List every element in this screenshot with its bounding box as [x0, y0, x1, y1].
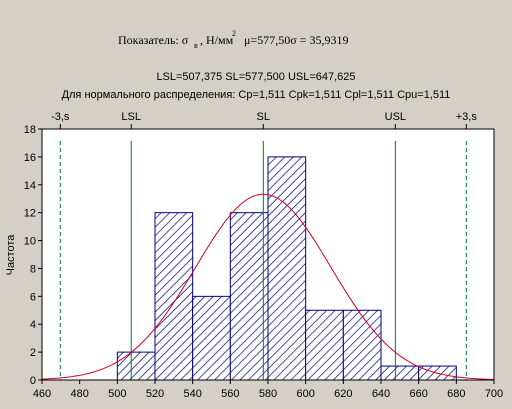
y-axis-ticks: 0 2 4 6 8 10 12 14 16 18	[24, 124, 42, 387]
y-tick-label-2: 4	[30, 319, 36, 331]
chart-title-unit: , Н/мм	[200, 33, 234, 47]
x-tick-label-3: 520	[146, 388, 164, 400]
chart-subtitle-limits: LSL=507,375 SL=577,500 USL=647,625	[156, 71, 355, 83]
chart-title-prefix: Показатель: σ	[118, 33, 189, 47]
chart-title-stats: μ=577,50σ = 35,9319	[244, 33, 348, 47]
y-tick-label-3: 6	[30, 291, 36, 303]
x-tick-label-8: 620	[334, 388, 352, 400]
x-tick-label-11: 680	[447, 388, 465, 400]
y-tick-label-0: 0	[30, 375, 36, 387]
chart-title-superscript: 2	[232, 29, 236, 38]
x-tick-label-5: 560	[221, 388, 239, 400]
chart-title-subscript: в	[194, 41, 198, 50]
histogram-bar-7	[380, 365, 420, 381]
x-tick-label-10: 660	[409, 388, 427, 400]
y-tick-label-1: 2	[30, 347, 36, 359]
chart-subtitle-capability: Для нормального распределения: Cp=1,511 …	[62, 89, 451, 101]
normal-distribution-curve	[41, 193, 495, 380]
y-tick-label-5: 10	[24, 236, 36, 248]
histogram-bar-6	[342, 309, 382, 381]
y-axis-label: Частота	[5, 234, 17, 276]
histogram-bar-0	[116, 351, 156, 381]
spec-label-3: USL	[385, 111, 406, 123]
y-tick-label-7: 14	[24, 180, 36, 192]
y-tick-label-9: 18	[24, 124, 36, 136]
x-tick-label-6: 580	[259, 388, 277, 400]
spec-label-2: SL	[257, 111, 270, 123]
x-tick-label-9: 640	[372, 388, 390, 400]
y-tick-label-8: 16	[24, 152, 36, 164]
y-tick-label-4: 8	[30, 263, 36, 275]
x-tick-label-1: 480	[70, 388, 88, 400]
spec-label-4: +3,s	[456, 111, 478, 123]
y-tick-label-6: 12	[24, 208, 36, 220]
spec-limit-labels: -3,s LSL SL USL +3,s	[51, 111, 477, 129]
histogram-bars	[116, 156, 457, 381]
x-tick-label-7: 600	[296, 388, 314, 400]
histogram-bar-2	[192, 295, 231, 381]
spec-limit-lines	[59, 141, 467, 380]
histogram-bar-5	[305, 309, 344, 381]
x-tick-label-4: 540	[183, 388, 201, 400]
x-tick-label-2: 500	[108, 388, 126, 400]
x-tick-label-0: 460	[33, 388, 51, 400]
spec-label-1: LSL	[121, 111, 141, 123]
histogram-bar-3	[229, 212, 269, 381]
x-tick-label-12: 700	[485, 388, 503, 400]
histogram-bar-4	[267, 156, 307, 381]
histogram-bar-1	[154, 212, 194, 381]
spec-label-0: -3,s	[51, 111, 70, 123]
x-axis-ticks: 460 480 500 520 540 560 580 600 620 640 660 680 700	[33, 380, 503, 400]
